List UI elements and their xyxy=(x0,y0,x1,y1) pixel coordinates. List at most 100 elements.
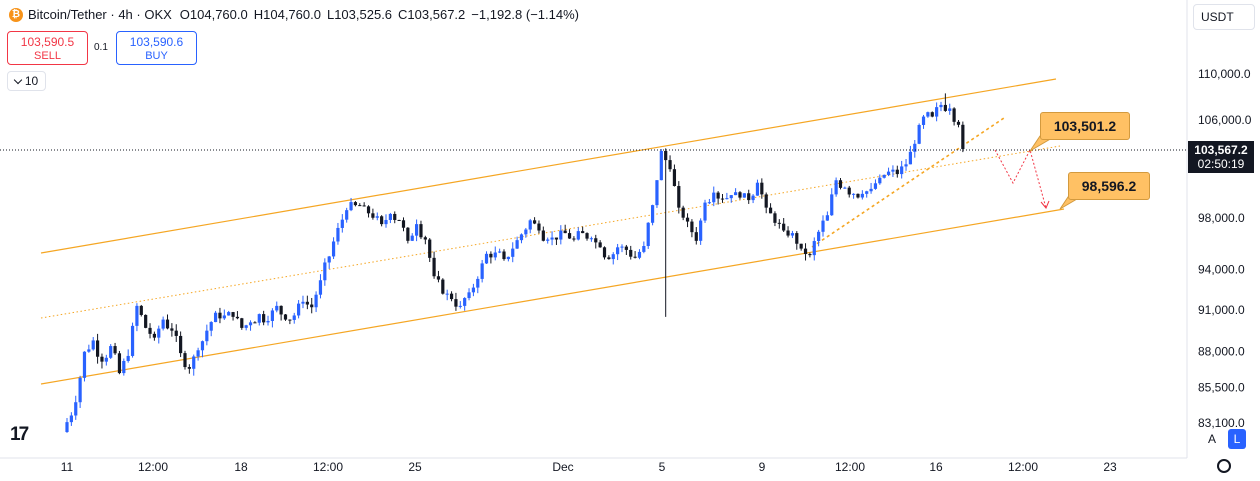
candle-body xyxy=(908,151,913,165)
candle-body xyxy=(192,356,196,369)
candle-body xyxy=(139,305,143,315)
candle-body xyxy=(489,253,493,258)
candle-body xyxy=(642,246,646,252)
x-tick-label: 12:00 xyxy=(1008,460,1038,474)
candle-body xyxy=(777,222,781,224)
candle-body xyxy=(174,330,178,336)
candle-body xyxy=(917,124,921,144)
candle-body xyxy=(559,230,563,240)
candle-body xyxy=(760,182,764,195)
candle-body xyxy=(524,229,528,235)
candle-body xyxy=(187,367,191,369)
candle-body xyxy=(441,279,445,294)
indicator-toggle-button[interactable]: 10 xyxy=(7,71,46,91)
projection-path xyxy=(994,148,1047,209)
candle-body xyxy=(607,257,611,260)
candle-body xyxy=(843,187,847,189)
candle-body xyxy=(734,192,738,196)
currency-select[interactable]: USDT xyxy=(1193,4,1255,30)
candle-body xyxy=(301,301,305,304)
candle-body xyxy=(393,213,397,220)
candle-body xyxy=(808,254,812,256)
x-tick-label: 25 xyxy=(408,460,422,474)
candle-body xyxy=(838,180,843,188)
candle-body xyxy=(528,220,532,230)
sell-price: 103,590.5 xyxy=(20,35,75,49)
x-tick-label: 12:00 xyxy=(138,460,168,474)
candle-body xyxy=(323,262,327,281)
candle-body xyxy=(445,293,449,295)
candle-body xyxy=(895,169,899,175)
candle-body xyxy=(515,240,519,249)
candle-body xyxy=(755,182,760,196)
candle-body xyxy=(292,315,296,320)
candle-body xyxy=(900,166,904,175)
target-price-label-1[interactable]: 103,501.2 xyxy=(1040,112,1130,140)
candle-body xyxy=(882,174,886,178)
candle-body xyxy=(703,202,707,221)
candle-body xyxy=(165,319,170,329)
candle-body xyxy=(244,325,248,328)
y-tick-label: 110,000.0 xyxy=(1198,67,1251,81)
sell-button[interactable]: 103,590.5 SELL xyxy=(7,31,88,65)
candle-body xyxy=(825,215,829,221)
candle-body xyxy=(366,206,371,214)
y-tick-label: 88,000.0 xyxy=(1198,345,1245,359)
candle-body xyxy=(742,193,746,198)
close-value: C103,567.2 xyxy=(398,7,466,22)
candle-body xyxy=(179,335,183,354)
candle-body xyxy=(852,193,856,195)
candle-body xyxy=(685,217,690,222)
buy-button[interactable]: 103,590.6 BUY xyxy=(116,31,197,65)
candle-body xyxy=(948,108,952,111)
candle-body xyxy=(939,104,943,108)
candle-body xyxy=(449,293,454,300)
candle-body xyxy=(812,241,816,256)
settings-gear-icon[interactable] xyxy=(1217,459,1231,473)
candle-body xyxy=(799,243,803,249)
candle-body xyxy=(248,322,253,326)
candle-body xyxy=(786,230,790,236)
candle-body xyxy=(803,248,808,255)
candle-body xyxy=(205,330,209,342)
candle-body xyxy=(82,351,87,378)
candle-body xyxy=(563,230,567,234)
candle-body xyxy=(183,353,187,368)
candle-body xyxy=(170,328,174,331)
candle-body xyxy=(314,294,318,308)
chevron-down-icon xyxy=(13,75,23,84)
candle-body xyxy=(650,205,655,223)
candle-body xyxy=(380,216,384,225)
candle-body xyxy=(677,186,681,208)
symbol-title[interactable]: Bitcoin/Tether · 4h · OKX xyxy=(28,7,172,22)
x-tick-label: 11 xyxy=(61,460,74,474)
log-scale-button[interactable]: L xyxy=(1228,429,1246,449)
candle-body xyxy=(371,213,375,218)
candle-body xyxy=(100,356,104,362)
candle-body xyxy=(681,207,685,218)
target-price-label-2[interactable]: 98,596.2 xyxy=(1068,172,1150,200)
candle-body xyxy=(620,246,624,248)
candle-body xyxy=(747,193,751,201)
candle-body xyxy=(345,210,349,220)
candle-body xyxy=(104,357,108,362)
candle-body xyxy=(65,422,69,433)
candle-body xyxy=(144,314,148,328)
candle-body xyxy=(375,216,379,218)
auto-scale-button[interactable]: A xyxy=(1207,432,1216,446)
candle-body xyxy=(633,256,637,258)
candle-body xyxy=(926,112,930,117)
candle-body xyxy=(498,251,502,253)
candle-body xyxy=(463,298,467,306)
candle-body xyxy=(410,235,414,241)
x-tick-label: 12:00 xyxy=(313,460,343,474)
candle-body xyxy=(506,256,510,260)
candle-body xyxy=(200,341,205,351)
candle-body xyxy=(738,192,742,198)
sell-label: SELL xyxy=(34,50,61,62)
candle-body xyxy=(690,221,694,233)
candle-body xyxy=(646,222,650,247)
bitcoin-coin-icon: ₿ xyxy=(9,7,23,22)
candle-body xyxy=(213,312,218,323)
